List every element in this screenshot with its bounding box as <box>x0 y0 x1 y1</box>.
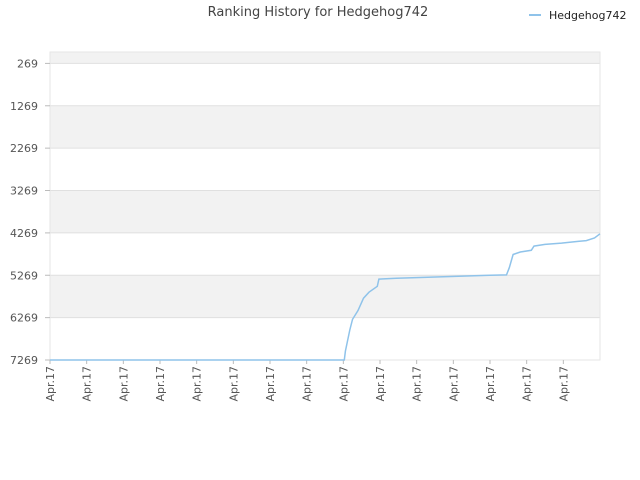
y-tick-label: 3269 <box>10 185 38 198</box>
plot-band <box>50 232 600 276</box>
plot-band <box>50 63 600 106</box>
x-axis: Apr.17 Apr.17 Apr.17 Apr.17 Apr.17 Apr.17 Apr.… <box>44 360 570 402</box>
x-tick-label: Apr.17 <box>117 366 130 402</box>
plot-band <box>50 105 600 149</box>
y-tick-label: 6269 <box>10 312 38 325</box>
plot-band <box>50 190 600 233</box>
plot-band <box>50 317 600 360</box>
x-tick-label: Apr.17 <box>301 366 314 402</box>
x-tick-label: Apr.17 <box>81 366 94 402</box>
plot-band <box>50 52 600 64</box>
x-tick-label: Apr.17 <box>411 366 424 402</box>
plot-band <box>50 148 600 191</box>
y-tick-label: 269 <box>17 57 38 70</box>
x-tick-label: Apr.17 <box>374 366 387 402</box>
x-tick-label: Apr.17 <box>191 366 204 402</box>
y-tick-label: 5269 <box>10 269 38 282</box>
x-tick-label: Apr.17 <box>154 366 167 402</box>
x-tick-label: Apr.17 <box>521 366 534 402</box>
plot-band <box>50 275 600 318</box>
x-tick-label: Apr.17 <box>557 366 570 402</box>
series-line <box>50 233 601 361</box>
x-tick-label: Apr.17 <box>264 366 277 402</box>
x-tick-label: Apr.17 <box>447 366 460 402</box>
y-tick-label: 1269 <box>10 100 38 113</box>
x-tick-label: Apr.17 <box>484 366 497 402</box>
x-tick-label: Apr.17 <box>44 366 57 402</box>
x-tick-label: Apr.17 <box>227 366 240 402</box>
chart-title: Ranking History for Hedgehog742 <box>208 5 429 20</box>
y-tick-label: 2269 <box>10 142 38 155</box>
plot-bands <box>50 52 600 360</box>
series-layer <box>50 233 601 361</box>
legend: Hedgehog742 <box>529 9 626 22</box>
x-tick-label: Apr.17 <box>337 366 350 402</box>
y-axis: 269 1269 2269 3269 4269 5269 6269 7269 <box>10 57 50 367</box>
y-tick-label: 7269 <box>10 354 38 367</box>
legend-label: Hedgehog742 <box>549 9 626 22</box>
y-tick-label: 4269 <box>10 227 38 240</box>
